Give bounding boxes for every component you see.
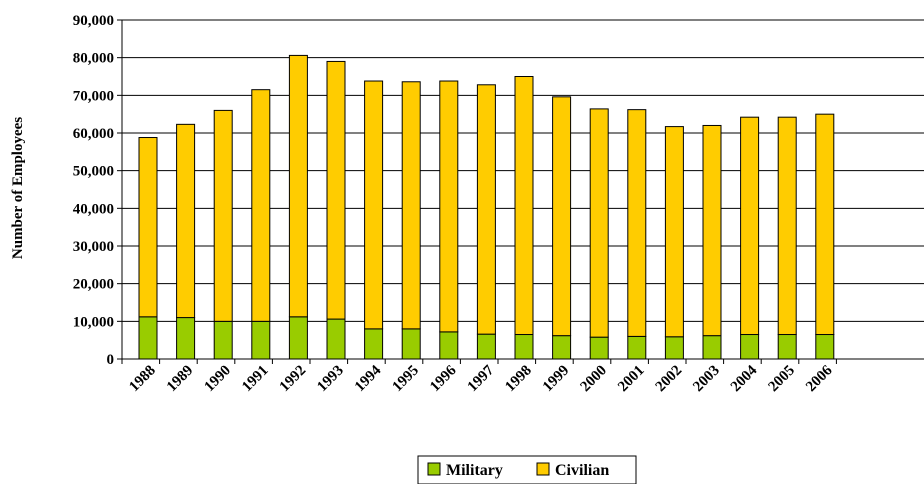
x-tick-label: 1995 [390, 363, 423, 396]
bar-civilian [552, 96, 572, 337]
bar-civilian [138, 137, 158, 318]
legend-swatch-civilian [536, 462, 550, 476]
bar-military [777, 334, 797, 360]
bar-military [664, 336, 684, 360]
legend-label-military: Military [446, 462, 503, 479]
bar-military [401, 328, 421, 360]
bar-civilian [288, 54, 308, 318]
bar-civilian [514, 76, 534, 336]
x-tick-label: 1991 [239, 363, 272, 396]
legend-label-civilian: Civilian [555, 462, 609, 479]
bar-military [213, 320, 233, 360]
bar-military [439, 331, 459, 360]
bar-military [364, 328, 384, 360]
bar-civilian [740, 116, 760, 336]
bars [138, 54, 835, 360]
y-tick-label: 10,000 [73, 314, 114, 330]
bar-civilian [364, 80, 384, 330]
bar-civilian [702, 124, 722, 337]
bar-military [476, 333, 496, 360]
x-tick-label: 1990 [202, 363, 235, 396]
y-tick-label: 40,000 [73, 201, 114, 217]
bar-military [552, 335, 572, 360]
bar-military [514, 334, 534, 360]
x-tick-label: 1998 [502, 363, 535, 396]
x-tick-label: 1997 [465, 362, 498, 395]
x-tick-label: 1988 [126, 363, 159, 396]
bar-military [627, 335, 647, 360]
x-tick-labels: 1988 1989 1990 1991 1992 1993 1994 1995 1996 1997… [126, 362, 836, 395]
y-tick-label: 60,000 [73, 126, 114, 142]
axes [121, 20, 924, 364]
x-tick-label: 1994 [352, 362, 385, 395]
bar-military [702, 335, 722, 360]
bar-civilian [664, 126, 684, 338]
y-tick-labels: 0 10,000 20,000 30,000 40,000 50,000 60,000 70,… [73, 13, 114, 368]
legend-box [417, 455, 637, 484]
legend-swatch-military [427, 462, 441, 476]
x-tick-label: 2005 [766, 363, 799, 396]
x-tick-label: 1989 [164, 363, 197, 396]
bar-civilian [326, 60, 346, 320]
x-tick-label: 2003 [690, 363, 723, 396]
bar-military [740, 334, 760, 360]
x-tick-label: 2006 [803, 362, 836, 395]
y-tick-label: 80,000 [73, 51, 114, 67]
y-tick-label: 50,000 [73, 164, 114, 180]
x-tick-label: 1992 [277, 363, 310, 396]
x-tick-label: 1999 [540, 363, 573, 396]
bar-civilian [401, 81, 421, 330]
bar-military [288, 316, 308, 360]
y-tick-label: 70,000 [73, 88, 114, 104]
bar-civilian [439, 80, 459, 333]
x-tick-label: 1993 [314, 363, 347, 396]
bar-civilian [176, 123, 196, 319]
y-axis-title: Number of Employees [10, 117, 26, 259]
x-tick-label: 2004 [728, 362, 761, 395]
bar-civilian [476, 84, 496, 335]
bar-civilian [777, 116, 797, 336]
y-tick-label: 90,000 [73, 13, 114, 29]
x-tick-label: 2002 [653, 363, 686, 396]
bar-military [815, 334, 835, 360]
x-tick-label: 1996 [427, 362, 460, 395]
bar-civilian [213, 109, 233, 322]
bar-military [326, 318, 346, 360]
bar-military [589, 336, 609, 360]
y-tick-label: 0 [107, 352, 115, 368]
x-tick-label: 2000 [578, 363, 611, 396]
bar-military [138, 316, 158, 360]
bar-civilian [251, 89, 271, 322]
legend: Military Civilian [417, 455, 637, 484]
bar-military [251, 320, 271, 360]
bar-military [176, 317, 196, 360]
bar-civilian [589, 108, 609, 338]
y-tick-label: 20,000 [73, 277, 114, 293]
y-tick-label: 30,000 [73, 239, 114, 255]
x-tick-label: 2001 [615, 363, 648, 396]
bar-civilian [627, 109, 647, 337]
bar-civilian [815, 113, 835, 336]
